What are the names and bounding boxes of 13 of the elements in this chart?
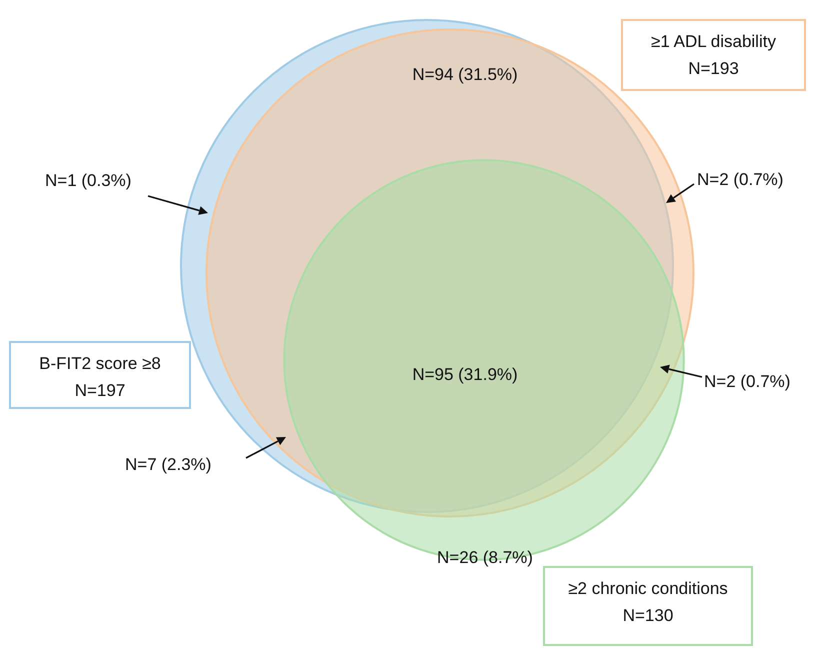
data-label: N=193 [688,59,739,78]
text: N=2 (0.7%) [697,170,784,189]
text: N=1 (0.3%) [45,171,132,190]
text: N=94 (31.5%) [412,65,518,84]
text: N=7 (2.3%) [125,455,212,474]
category-label: B-FIT2 score ≥8 [39,354,161,373]
text: N=95 (31.9%) [412,365,518,384]
category-label: ≥1 ADL disability [651,32,776,51]
text: N=26 (8.7%) [437,548,533,567]
category-label: ≥2 chronic conditions [568,579,728,598]
text: N=2 (0.7%) [704,372,790,391]
data-label: N=130 [622,606,674,625]
data-label: N=197 [74,381,126,400]
